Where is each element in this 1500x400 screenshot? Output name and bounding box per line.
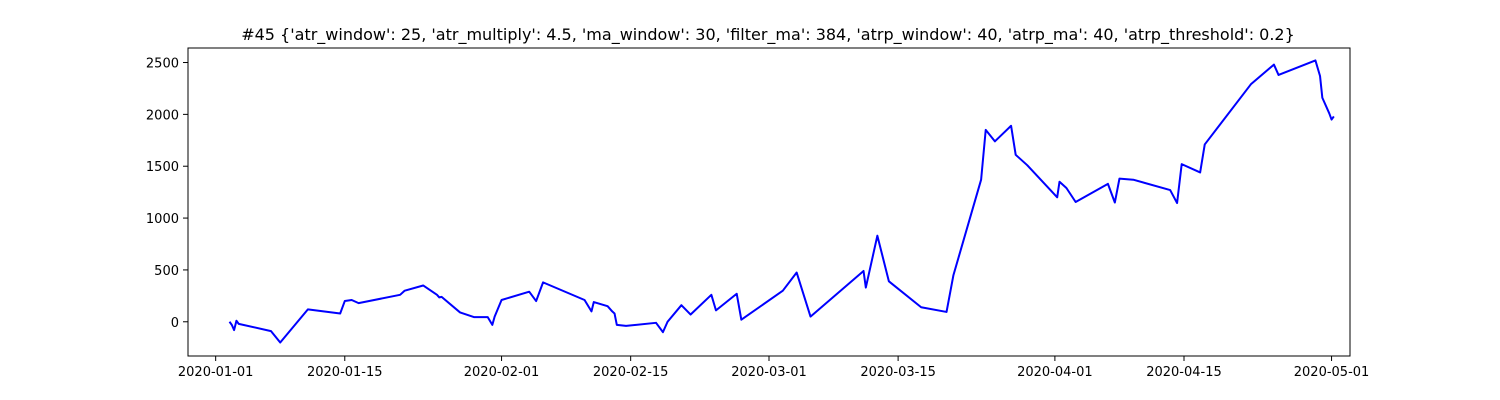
x-tick-label: 2020-03-01 <box>731 365 807 380</box>
y-axis: 0 500 1000 1500 2000 2500 <box>146 57 188 331</box>
plot-content <box>228 59 1335 344</box>
y-tick-label: 0 <box>171 316 179 331</box>
x-tick-label: 2020-03-15 <box>860 365 936 380</box>
x-axis: 2020-01-01 2020-01-15 2020-02-01 2020-02-15… <box>178 356 1369 380</box>
x-tick-label: 2020-05-01 <box>1294 365 1370 380</box>
y-tick-label: 500 <box>154 264 179 279</box>
x-tick-label: 2020-01-15 <box>307 365 383 380</box>
chart-title: #45 {'atr_window': 25, 'atr_multiply': 4… <box>241 25 1295 45</box>
y-tick-label: 1500 <box>146 160 179 175</box>
x-tick-label: 2020-02-15 <box>593 365 669 380</box>
y-tick-label: 1000 <box>146 212 179 227</box>
x-tick-label: 2020-01-01 <box>178 365 254 380</box>
x-tick-label: 2020-02-01 <box>464 365 540 380</box>
y-tick-label: 2500 <box>146 57 179 72</box>
y-tick-label: 2000 <box>146 108 179 123</box>
series-line-0 <box>228 59 1335 344</box>
x-tick-label: 2020-04-15 <box>1146 365 1222 380</box>
x-tick-label: 2020-04-01 <box>1017 365 1093 380</box>
